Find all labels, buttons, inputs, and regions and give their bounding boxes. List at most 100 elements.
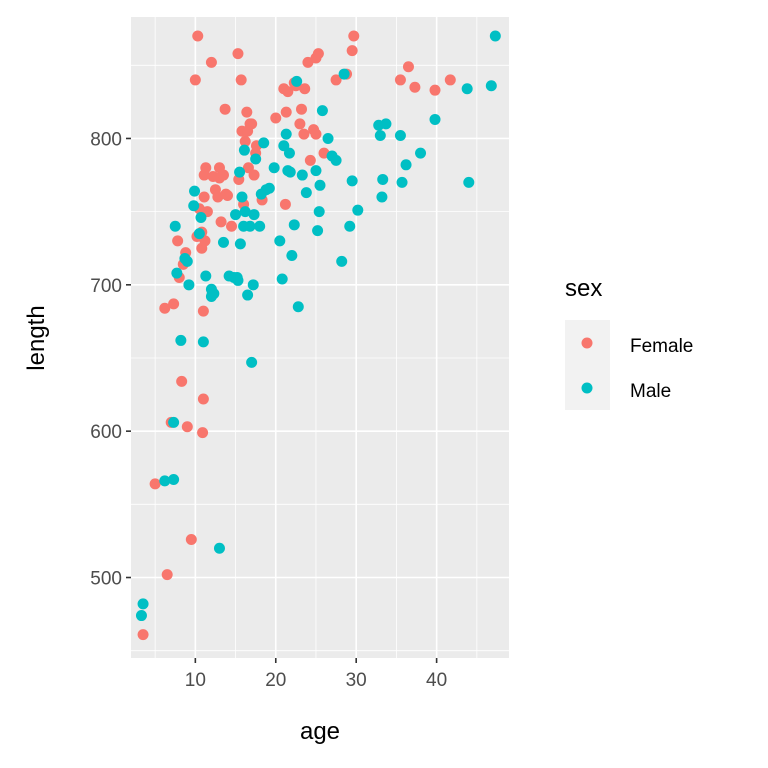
data-point-male xyxy=(137,598,149,610)
data-point-male xyxy=(485,80,497,92)
data-point-male xyxy=(230,209,242,221)
data-point-female xyxy=(394,74,406,86)
data-point-male xyxy=(380,118,392,130)
data-point-male xyxy=(283,147,295,159)
data-point-female xyxy=(302,56,314,68)
data-point-female xyxy=(200,162,212,174)
data-point-female xyxy=(181,421,193,433)
data-point-female xyxy=(282,86,294,98)
data-point-male xyxy=(248,209,260,221)
data-point-male xyxy=(135,610,147,622)
data-point-male xyxy=(234,166,246,178)
data-point-male xyxy=(274,235,286,247)
data-point-male xyxy=(200,270,212,282)
data-point-female xyxy=(270,112,282,124)
legend: sex Female Male xyxy=(565,275,693,410)
data-point-male xyxy=(314,179,326,191)
data-point-female xyxy=(444,74,456,86)
x-tick-label: 40 xyxy=(426,670,447,691)
data-point-male xyxy=(313,206,325,218)
data-point-male xyxy=(169,220,181,232)
data-point-male xyxy=(171,267,183,279)
data-point-female xyxy=(197,393,209,405)
data-point-female xyxy=(294,118,306,130)
data-point-female xyxy=(299,83,311,95)
y-tick-label: 500 xyxy=(90,569,122,590)
data-point-male xyxy=(183,279,195,291)
data-point-male xyxy=(312,225,324,237)
data-point-male xyxy=(175,334,187,346)
data-point-male xyxy=(244,220,256,232)
data-point-female xyxy=(312,48,324,60)
data-point-female xyxy=(298,128,310,140)
y-tick-label: 600 xyxy=(90,422,122,443)
data-point-female xyxy=(172,235,184,247)
data-point-female xyxy=(402,61,414,73)
x-axis-title: age xyxy=(300,718,340,745)
data-point-female xyxy=(239,135,251,147)
data-point-male xyxy=(195,211,207,223)
data-point-female xyxy=(346,45,358,57)
data-points xyxy=(135,30,501,641)
data-point-male xyxy=(396,176,408,188)
x-tick-label: 30 xyxy=(346,670,367,691)
data-point-male xyxy=(300,187,312,199)
legend-label-female: Female xyxy=(630,336,693,357)
legend-key-male xyxy=(581,382,593,394)
data-point-female xyxy=(185,533,197,545)
data-point-male xyxy=(197,336,209,348)
data-point-male xyxy=(250,153,262,165)
data-point-male xyxy=(330,154,342,166)
data-point-female xyxy=(330,74,342,86)
data-point-male xyxy=(292,301,304,313)
data-point-male xyxy=(316,105,328,117)
data-point-male xyxy=(338,68,350,80)
legend-key-female xyxy=(581,337,593,349)
data-point-female xyxy=(205,56,217,68)
data-point-female xyxy=(159,302,171,314)
data-point-female xyxy=(217,169,229,181)
legend-label-male: Male xyxy=(630,381,671,402)
data-point-female xyxy=(197,305,209,317)
data-point-female xyxy=(176,375,188,387)
data-point-male xyxy=(188,200,200,212)
data-point-female xyxy=(149,478,161,490)
data-point-male xyxy=(159,475,171,487)
y-axis: 500 600 700 800 xyxy=(90,129,131,590)
data-point-male xyxy=(268,162,280,174)
data-point-male xyxy=(400,159,412,171)
data-point-male xyxy=(217,236,229,248)
data-point-male xyxy=(322,132,334,144)
data-point-female xyxy=(429,84,441,96)
data-point-male xyxy=(336,255,348,267)
data-point-female xyxy=(348,30,360,42)
data-point-male xyxy=(263,182,275,194)
data-point-male xyxy=(310,165,322,177)
data-point-male xyxy=(236,191,248,203)
data-point-male xyxy=(415,147,427,159)
data-point-male xyxy=(280,128,292,140)
data-point-male xyxy=(284,166,296,178)
data-point-female xyxy=(304,154,316,166)
data-point-male xyxy=(276,273,288,285)
data-point-male xyxy=(242,289,254,301)
data-point-male xyxy=(286,250,298,262)
data-point-female xyxy=(161,569,173,581)
data-point-male xyxy=(291,75,303,87)
data-point-male xyxy=(352,204,364,216)
data-point-male xyxy=(344,220,356,232)
data-point-female xyxy=(197,427,209,439)
data-point-male xyxy=(489,30,501,42)
x-axis: 10 20 30 40 xyxy=(185,658,447,691)
x-tick-label: 10 xyxy=(185,670,206,691)
data-point-male xyxy=(247,279,259,291)
data-point-male xyxy=(239,206,251,218)
x-tick-label: 20 xyxy=(265,670,286,691)
data-point-male xyxy=(394,130,406,142)
data-point-female xyxy=(279,198,291,210)
data-point-female xyxy=(310,128,322,140)
data-point-female xyxy=(246,118,258,130)
legend-title: sex xyxy=(565,275,602,302)
minor-gridlines xyxy=(131,17,509,658)
